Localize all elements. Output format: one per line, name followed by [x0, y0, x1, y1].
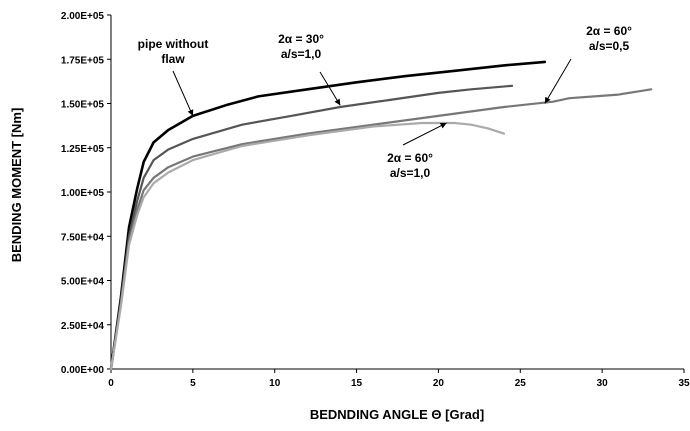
y-tick-label: 2.00E+05: [61, 11, 105, 22]
y-tick-label: 2.50E+04: [61, 321, 105, 332]
x-tick-label: 10: [269, 378, 281, 389]
annotation-label: 2α = 60° a/s=1,0: [387, 151, 433, 180]
series-lines: [109, 60, 653, 371]
annotation-line: a/s=1,0: [390, 166, 431, 180]
y-axis-label: BENDING MOMENT [Nm]: [9, 108, 24, 263]
x-tick-label: 20: [433, 378, 445, 389]
x-tick-label: 30: [597, 378, 609, 389]
annotation-leader: [402, 122, 447, 146]
annotation-line: 2α = 30°: [278, 32, 324, 46]
y-tick-label: 1.25E+05: [61, 144, 105, 155]
annotation-leader: [172, 70, 194, 117]
series-line-3: [109, 88, 653, 371]
y-tick-label: 1.00E+05: [61, 188, 105, 199]
x-tick-label: 5: [190, 378, 196, 389]
y-tick-label: 5.00E+04: [61, 277, 105, 288]
series-line-4: [109, 121, 505, 371]
y-tick-label: 0.00E+00: [61, 365, 105, 376]
tick-labels: 0 5 10 15 20 25 30 35 0.00E+00 2.50E+04 5.00E+04 7.…: [61, 11, 690, 389]
annotation-label: 2α = 60° a/s=0,5: [586, 24, 632, 53]
annotation-line: a/s=0,5: [589, 39, 630, 53]
x-tick-label: 35: [678, 378, 690, 389]
annotation-line: pipe without: [138, 37, 209, 51]
annotation-arrowhead: [187, 109, 194, 116]
annotation-arrowhead: [334, 98, 341, 106]
annotation-label: pipe without flaw: [138, 37, 209, 66]
annotation-line: 2α = 60°: [387, 151, 433, 165]
annotation-label: 2α = 30° a/s=1,0: [278, 32, 324, 61]
x-axis-label: BEDNDING ANGLE Θ [Grad]: [310, 407, 484, 422]
y-tick-label: 1.50E+05: [61, 100, 105, 111]
x-tick-label: 15: [351, 378, 363, 389]
x-tick-label: 0: [108, 378, 114, 389]
annotation-arrowhead: [544, 96, 551, 104]
annotation-line: 2α = 60°: [586, 24, 632, 38]
annotation-leader: [544, 58, 572, 104]
annotation-line: a/s=1,0: [281, 47, 322, 61]
annotation-arrowhead: [439, 123, 447, 129]
x-tick-label: 25: [515, 378, 527, 389]
y-tick-label: 7.50E+04: [61, 232, 105, 243]
annotation-line: flaw: [161, 52, 185, 66]
series-line-1: [109, 60, 547, 371]
series-line-2: [109, 84, 514, 371]
annotation-leader: [319, 71, 341, 106]
axes: [107, 14, 685, 373]
y-tick-label: 1.75E+05: [61, 55, 105, 66]
